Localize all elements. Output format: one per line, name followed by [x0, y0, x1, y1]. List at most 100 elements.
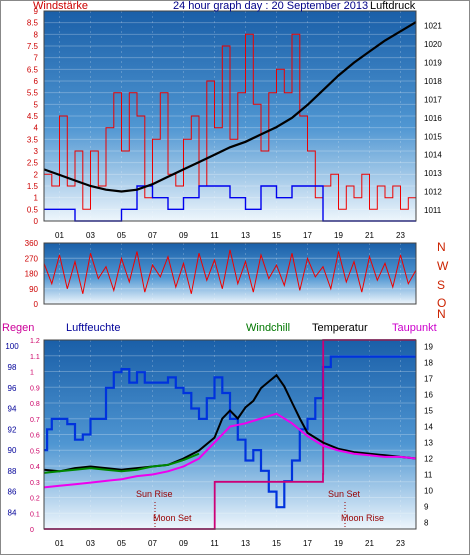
- wind-tick-label: 2: [34, 170, 39, 179]
- humidity-tick-label: 90: [8, 446, 17, 455]
- hour-tick-label-bottom: 13: [241, 539, 250, 548]
- wind-tick-label: 4.5: [27, 112, 39, 121]
- temperature-tick-label: 18: [424, 358, 433, 367]
- hour-tick-label: 23: [396, 231, 405, 240]
- series-temperatur: [43, 373, 417, 473]
- moon-set-annotation: Moon Set: [153, 513, 192, 523]
- rain-tick-label: 0.8: [30, 401, 40, 408]
- hour-tick-label-bottom: 07: [148, 539, 157, 548]
- hour-tick-label-bottom: 17: [303, 539, 312, 548]
- moon-rise-annotation: Moon Rise: [341, 513, 384, 523]
- wind-speed-series: [44, 185, 416, 222]
- wind-tick-label: 4: [34, 124, 39, 133]
- hour-tick-label-bottom: 09: [179, 539, 188, 548]
- wind-tick-label: 5: [34, 100, 39, 109]
- wind-gust-series: [44, 33, 416, 210]
- hour-tick-label-bottom: 15: [272, 539, 281, 548]
- temperature-tick-label: 8: [424, 519, 429, 528]
- hour-tick-label: 15: [272, 231, 281, 240]
- pressure-axis-title: Luftdruck: [370, 0, 416, 12]
- pressure-tick-label: 1016: [424, 114, 442, 123]
- pressure-tick-label: 1017: [424, 95, 442, 104]
- temperature-tick-label: 10: [424, 487, 433, 496]
- hour-tick-label: 09: [179, 231, 188, 240]
- legend-temperatur: Temperatur: [312, 322, 368, 334]
- compass-label-s: S: [437, 278, 445, 292]
- sun-rise-annotation: Sun Rise: [136, 489, 173, 499]
- pressure-tick-label: 1020: [424, 40, 442, 49]
- direction-tick-label: 90: [29, 285, 38, 294]
- wind-tick-label: 6: [34, 77, 39, 86]
- rain-tick-label: 0.6: [30, 433, 40, 440]
- wind-tick-label: 0.5: [27, 205, 39, 214]
- humidity-tick-label: 88: [8, 467, 17, 476]
- series-windchill: [43, 452, 200, 474]
- humidity-tick-label: 94: [8, 405, 17, 414]
- wind-tick-label: 3: [34, 147, 39, 156]
- humidity-temperature-plot-area: [44, 340, 416, 529]
- rain-tick-label: 0.4: [30, 464, 40, 471]
- hour-tick-label: 05: [117, 231, 126, 240]
- rain-tick-label: 1.1: [30, 354, 40, 361]
- humidity-axis-title: Luftfeuchte: [66, 322, 120, 334]
- hour-tick-label-bottom: 05: [117, 539, 126, 548]
- humidity-tick-label: 86: [8, 488, 17, 497]
- legend-taupunkt: Taupunkt: [392, 322, 437, 334]
- humidity-tick-label: 92: [8, 425, 17, 434]
- wind-tick-label: 7.5: [27, 42, 39, 51]
- wind-tick-label: 3.5: [27, 135, 39, 144]
- hour-tick-label: 11: [210, 231, 219, 240]
- wind-tick-label: 8: [34, 30, 39, 39]
- rain-axis-title: Regen: [2, 322, 34, 334]
- temperature-tick-label: 15: [424, 406, 433, 415]
- compass-label-o: O: [437, 296, 446, 310]
- sun-set-annotation: Sun Set: [328, 489, 361, 499]
- hour-tick-label: 03: [86, 231, 95, 240]
- wind-direction-series: [43, 242, 417, 305]
- hour-tick-label-bottom: 19: [334, 539, 343, 548]
- wind-direction-series: [43, 249, 417, 294]
- wind-tick-label: 9: [34, 7, 39, 16]
- rain-tick-label: 0.3: [30, 480, 40, 487]
- hour-tick-label-bottom: 03: [86, 539, 95, 548]
- humidity-temperature-series: [43, 339, 417, 530]
- pressure-tick-label: 1014: [424, 151, 442, 160]
- direction-axis-ticks: 0 90 180 270 360: [25, 239, 39, 309]
- wind-tick-label: 1: [34, 194, 39, 203]
- pressure-tick-label: 1018: [424, 77, 442, 86]
- rain-tick-label: 0.1: [30, 511, 40, 518]
- humidity-tick-label: 100: [5, 342, 19, 351]
- compass-label-n-top: N: [437, 240, 446, 254]
- humidity-tick-label: 96: [8, 384, 17, 393]
- legend-windchill: Windchill: [246, 322, 290, 334]
- compass-label-n-bottom: N: [437, 307, 446, 321]
- direction-tick-label: 180: [25, 270, 39, 279]
- hour-tick-label: 19: [334, 231, 343, 240]
- temperature-tick-label: 14: [424, 422, 433, 431]
- humidity-axis-ticks: 0 0.1 0.2 0.3 0.4 0.5 0.6 0.7 0.8 0.9 1 1.1 1.2 84 86 8…: [5, 338, 433, 548]
- pressure-tick-label: 1011: [424, 206, 442, 215]
- wind-tick-label: 2.5: [27, 159, 39, 168]
- rain-tick-label: 0.7: [30, 417, 40, 424]
- rain-tick-label: 1.2: [30, 338, 40, 345]
- wind-tick-label: 8.5: [27, 19, 39, 28]
- humidity-tick-label: 98: [8, 363, 17, 372]
- hour-tick-label-bottom: 01: [55, 539, 64, 548]
- series-luftfeuchte: [44, 355, 416, 509]
- pressure-tick-label: 1019: [424, 59, 442, 68]
- wind-pressure-series: [43, 10, 417, 222]
- rain-tick-label: 1: [30, 370, 34, 377]
- rain-tick-label: 0.2: [30, 496, 40, 503]
- wind-direction-plot-area: [44, 243, 416, 304]
- humidity-plot-border: [43, 339, 417, 530]
- pressure-tick-label: 1021: [424, 22, 442, 31]
- wind-plot-border: [43, 10, 417, 222]
- hour-tick-label: 13: [241, 231, 250, 240]
- hour-tick-label: 21: [365, 231, 374, 240]
- humidity-tick-label: 84: [8, 508, 17, 517]
- hour-tick-label-bottom: 21: [365, 539, 374, 548]
- temperature-tick-label: 9: [424, 503, 429, 512]
- pressure-series: [43, 21, 417, 193]
- temperature-tick-label: 13: [424, 439, 433, 448]
